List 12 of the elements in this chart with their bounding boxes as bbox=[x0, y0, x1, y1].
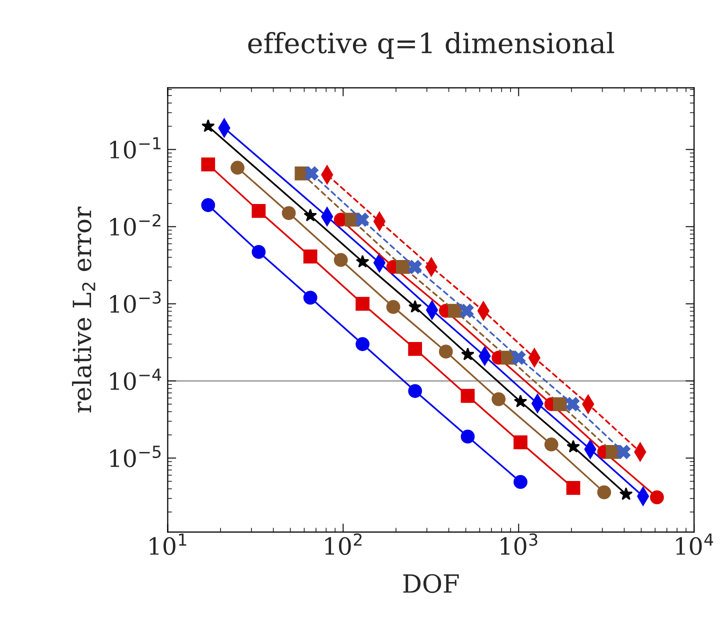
y-tick-label: 10$^{−3}$ bbox=[110, 291, 161, 313]
x-tick-label: 10$^{3}$ bbox=[500, 533, 538, 555]
x-tick-label: 10$^{1}$ bbox=[150, 534, 186, 556]
x-tick-label: 10$^{2}$ bbox=[325, 533, 362, 555]
x-tick-label: 10$^{4}$ bbox=[676, 534, 714, 556]
y-tick-label: 10$^{−4}$ bbox=[110, 368, 162, 390]
y-tick-label: 10$^{−5}$ bbox=[110, 446, 161, 468]
y-axis-title: relative L$_{2}$ error bbox=[72, 206, 96, 413]
y-tick-label: 10$^{−1}$ bbox=[110, 137, 160, 159]
x-axis-title: DOF bbox=[403, 574, 459, 593]
y-tick-label: 10$^{−2}$ bbox=[110, 214, 160, 236]
chart-title: effective q=1 dimensional bbox=[248, 32, 614, 59]
